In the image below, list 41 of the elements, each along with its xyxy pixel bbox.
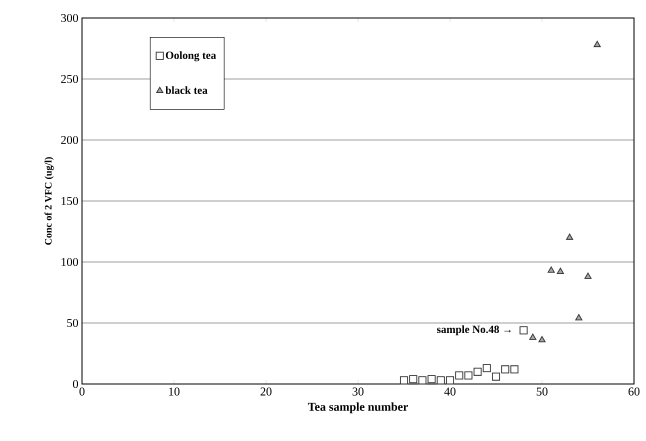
- point: [501, 365, 510, 374]
- point: [529, 334, 536, 340]
- point: [520, 326, 528, 334]
- x-tick-label: 50: [536, 388, 548, 396]
- point: [446, 376, 454, 384]
- point: [566, 234, 574, 240]
- y-axis-title: Conc of 2 VFC (ug/l): [44, 157, 54, 245]
- x-tick-label: 0: [79, 388, 85, 396]
- y-tick-label: 200: [61, 136, 78, 144]
- legend-label: Oolong tea: [166, 51, 216, 62]
- point: [538, 336, 546, 342]
- y-tick-label: 100: [62, 258, 78, 266]
- y-tick-label: 300: [61, 14, 78, 22]
- annotation: sample No.48 →: [437, 325, 511, 336]
- point: [436, 376, 445, 384]
- point: [594, 40, 601, 48]
- x-tick-label: 20: [260, 388, 272, 396]
- point: [428, 375, 436, 384]
- y-tick-label: 250: [61, 74, 78, 84]
- point: [455, 371, 464, 380]
- point: [492, 372, 500, 381]
- point: [510, 365, 518, 374]
- point: [584, 272, 592, 279]
- x-tick-label: 40: [444, 388, 456, 396]
- x-tick-label: 30: [352, 388, 364, 396]
- point: [575, 314, 582, 320]
- y-tick-label: 0: [72, 380, 78, 388]
- point: [464, 371, 472, 380]
- point: [418, 376, 426, 384]
- point: [556, 268, 564, 274]
- y-tick-label: 150: [62, 196, 78, 206]
- x-tick-label: 60: [628, 388, 640, 396]
- point: [548, 266, 555, 273]
- point: [482, 364, 491, 372]
- x-tick-label: 10: [169, 388, 180, 396]
- point: [409, 375, 418, 384]
- legend-label: black tea: [165, 86, 208, 94]
- point: [400, 376, 408, 384]
- x-axis-title: Tea sample number: [308, 402, 408, 414]
- y-tick-label: 50: [67, 318, 78, 328]
- point: [474, 368, 482, 376]
